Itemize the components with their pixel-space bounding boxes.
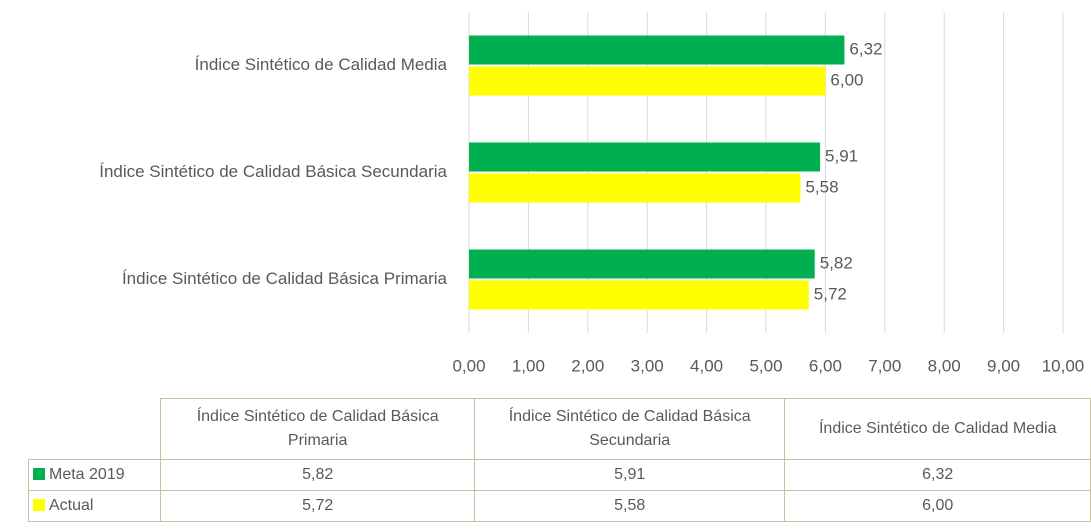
x-tick-label: 8,00 <box>928 356 961 375</box>
header-cell: Índice Sintético de Calidad Media <box>784 398 1091 460</box>
table-value: 5,58 <box>473 490 786 522</box>
x-tick-label: 6,00 <box>809 356 842 375</box>
x-tick-label: 5,00 <box>749 356 782 375</box>
x-tick-label: 9,00 <box>987 356 1020 375</box>
legend-swatch <box>33 499 45 511</box>
x-tick-label: 7,00 <box>868 356 901 375</box>
corner-cell <box>28 398 162 460</box>
header-cell: Índice Sintético de Calidad Básica Prima… <box>160 398 475 460</box>
x-tick-label: 10,00 <box>1042 356 1085 375</box>
table-value: 6,00 <box>784 490 1091 522</box>
data-label: 6,00 <box>830 70 863 89</box>
table-value: 5,82 <box>160 459 475 491</box>
x-tick-label: 2,00 <box>571 356 604 375</box>
header-cell: Índice Sintético de Calidad Básica Secun… <box>473 398 786 460</box>
legend-swatch <box>33 468 45 480</box>
data-label: 5,72 <box>814 284 847 303</box>
table-value: 5,91 <box>473 459 786 491</box>
bar <box>469 280 809 310</box>
x-tick-label: 1,00 <box>512 356 545 375</box>
table-value: 5,72 <box>160 490 475 522</box>
legend-cell: Meta 2019 <box>27 459 162 491</box>
data-label: 6,32 <box>849 39 882 58</box>
x-tick-label: 0,00 <box>452 356 485 375</box>
bar <box>469 173 801 203</box>
data-label: 5,58 <box>805 177 838 196</box>
bar <box>469 142 821 172</box>
data-table: Índice Sintético de Calidad Básica Prima… <box>27 398 1091 522</box>
legend-label: Meta 2019 <box>49 466 125 483</box>
bar <box>469 249 815 279</box>
legend-label: Actual <box>49 497 94 514</box>
bar <box>469 35 845 65</box>
table-value: 6,32 <box>784 459 1091 491</box>
category-label: Índice Sintético de Calidad Media <box>195 55 448 74</box>
data-label: 5,82 <box>820 253 853 272</box>
x-tick-label: 3,00 <box>631 356 664 375</box>
x-tick-label: 4,00 <box>690 356 723 375</box>
category-label: Índice Sintético de Calidad Básica Prima… <box>122 269 448 288</box>
legend-cell: Actual <box>27 490 162 522</box>
bar <box>469 66 826 96</box>
data-label: 5,91 <box>825 146 858 165</box>
category-label: Índice Sintético de Calidad Básica Secun… <box>99 162 447 181</box>
